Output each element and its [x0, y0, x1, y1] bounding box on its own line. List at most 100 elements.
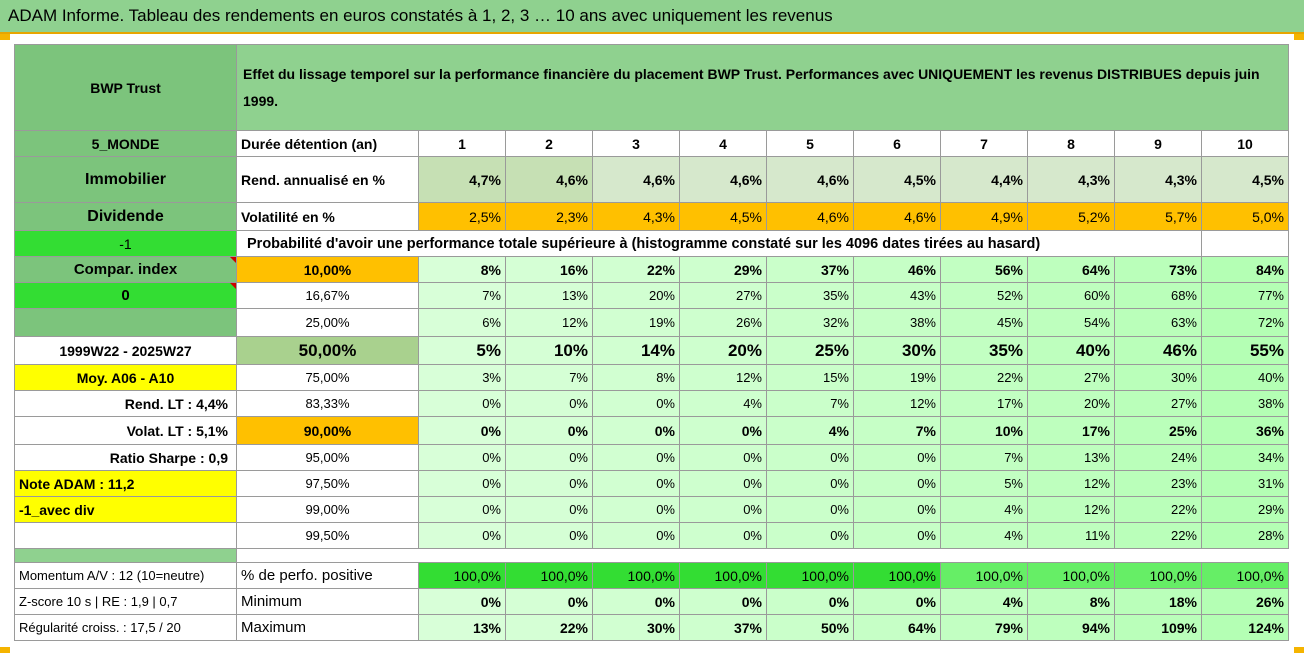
prob-value: 12% [505, 308, 593, 337]
prob-value: 0% [418, 390, 506, 417]
min-value: 0% [592, 588, 680, 615]
prob-value: 84% [1201, 256, 1289, 283]
max-value: 13% [418, 614, 506, 641]
prob-value: 0% [505, 522, 593, 549]
prob-value: 27% [1027, 364, 1115, 391]
prob-value: 37% [766, 256, 854, 283]
min-value: 8% [1027, 588, 1115, 615]
prob-value: 17% [1027, 416, 1115, 445]
table-row: Moy. A06 - A10 75,00% 3% 7% 8% 12% 15% 19% 22% 27… [14, 364, 1289, 391]
prob-value: 7% [505, 364, 593, 391]
prob-value: 17% [940, 390, 1028, 417]
prob-value: 24% [1114, 444, 1202, 471]
prob-value: 0% [766, 444, 854, 471]
table-row: -1_avec div 99,00% 0% 0% 0% 0% 0% 0% 4% 12% 22% 29% [14, 496, 1289, 523]
left-blank [14, 522, 237, 549]
rend-value: 4,4% [940, 156, 1028, 203]
rend-value: 4,5% [1201, 156, 1289, 203]
year-header: 10 [1201, 130, 1289, 157]
threshold-pct: 10,00% [236, 256, 419, 283]
prob-value: 72% [1201, 308, 1289, 337]
prob-value: 22% [1114, 496, 1202, 523]
prob-value: 0% [418, 496, 506, 523]
year-header: 3 [592, 130, 680, 157]
prob-value: 12% [1027, 496, 1115, 523]
prob-value: 52% [940, 282, 1028, 309]
rend-label: Rend. annualisé en % [236, 156, 419, 203]
max-label: Maximum [236, 614, 419, 641]
prob-value: 46% [1114, 336, 1202, 365]
prob-value: 4% [766, 416, 854, 445]
prob-value: 63% [1114, 308, 1202, 337]
sharpe-ratio: Ratio Sharpe : 0,9 [14, 444, 237, 471]
rend-lt: Rend. LT : 4,4% [14, 390, 237, 417]
prob-value: 22% [1114, 522, 1202, 549]
prob-value: 46% [853, 256, 941, 283]
vol-value: 4,6% [766, 202, 854, 231]
table-row [14, 548, 1289, 563]
table-row: 0 16,67% 7% 13% 20% 27% 35% 43% 52% 60% 68% 77% [14, 282, 1289, 309]
threshold-pct: 75,00% [236, 364, 419, 391]
prob-value: 0% [592, 444, 680, 471]
prob-value: 12% [1027, 470, 1115, 497]
prob-value: 0% [505, 444, 593, 471]
moy-label: Moy. A06 - A10 [14, 364, 237, 391]
threshold-pct: 99,50% [236, 522, 419, 549]
prob-value: 19% [592, 308, 680, 337]
prob-value: 60% [1027, 282, 1115, 309]
prob-value: 77% [1201, 282, 1289, 309]
pos-value: 100,0% [418, 562, 506, 589]
index-code: -1 [14, 230, 237, 257]
empty-cell [1201, 230, 1289, 257]
fund-description: Effet du lissage temporel sur la perform… [236, 44, 1289, 131]
rend-value: 4,6% [766, 156, 854, 203]
prob-value: 36% [1201, 416, 1289, 445]
corner-mark [0, 647, 10, 653]
pos-value: 100,0% [940, 562, 1028, 589]
prob-value: 0% [679, 470, 767, 497]
vol-value: 4,9% [940, 202, 1028, 231]
prob-value: 13% [1027, 444, 1115, 471]
corner-mark [1294, 34, 1304, 40]
prob-value: 0% [853, 470, 941, 497]
prob-value: 7% [853, 416, 941, 445]
prob-value: 27% [679, 282, 767, 309]
prob-value: 20% [679, 336, 767, 365]
prob-value: 64% [1027, 256, 1115, 283]
min-value: 4% [940, 588, 1028, 615]
vol-value: 2,3% [505, 202, 593, 231]
corner-mark [1294, 647, 1304, 653]
min-value: 0% [418, 588, 506, 615]
page-title: ADAM Informe. Tableau des rendements en … [8, 6, 833, 25]
prob-value: 0% [679, 496, 767, 523]
vol-value: 4,3% [592, 202, 680, 231]
note-adam: Note ADAM : 11,2 [14, 470, 237, 497]
prob-value: 5% [418, 336, 506, 365]
rend-value: 4,5% [853, 156, 941, 203]
prob-value: 35% [766, 282, 854, 309]
prob-value: 22% [592, 256, 680, 283]
max-value: 79% [940, 614, 1028, 641]
prob-value: 16% [505, 256, 593, 283]
prob-value: 12% [679, 364, 767, 391]
vol-value: 2,5% [418, 202, 506, 231]
max-value: 37% [679, 614, 767, 641]
year-header: 5 [766, 130, 854, 157]
prob-value: 12% [853, 390, 941, 417]
prob-value: 22% [940, 364, 1028, 391]
prob-value: 0% [592, 470, 680, 497]
table-row: Dividende Volatilité en % 2,5% 2,3% 4,3% 4,5%… [14, 202, 1289, 231]
prob-value: 0% [679, 444, 767, 471]
prob-value: 10% [940, 416, 1028, 445]
rend-value: 4,6% [679, 156, 767, 203]
max-value: 30% [592, 614, 680, 641]
rend-value: 4,7% [418, 156, 506, 203]
prob-value: 5% [940, 470, 1028, 497]
prob-value: 7% [766, 390, 854, 417]
threshold-pct: 83,33% [236, 390, 419, 417]
prob-value: 0% [592, 416, 680, 445]
table-row: Note ADAM : 11,2 97,50% 0% 0% 0% 0% 0% 0% 5% 12% 2… [14, 470, 1289, 497]
prob-value: 8% [592, 364, 680, 391]
prob-value: 45% [940, 308, 1028, 337]
zscore-label: Z-score 10 s | RE : 1,9 | 0,7 [14, 588, 237, 615]
